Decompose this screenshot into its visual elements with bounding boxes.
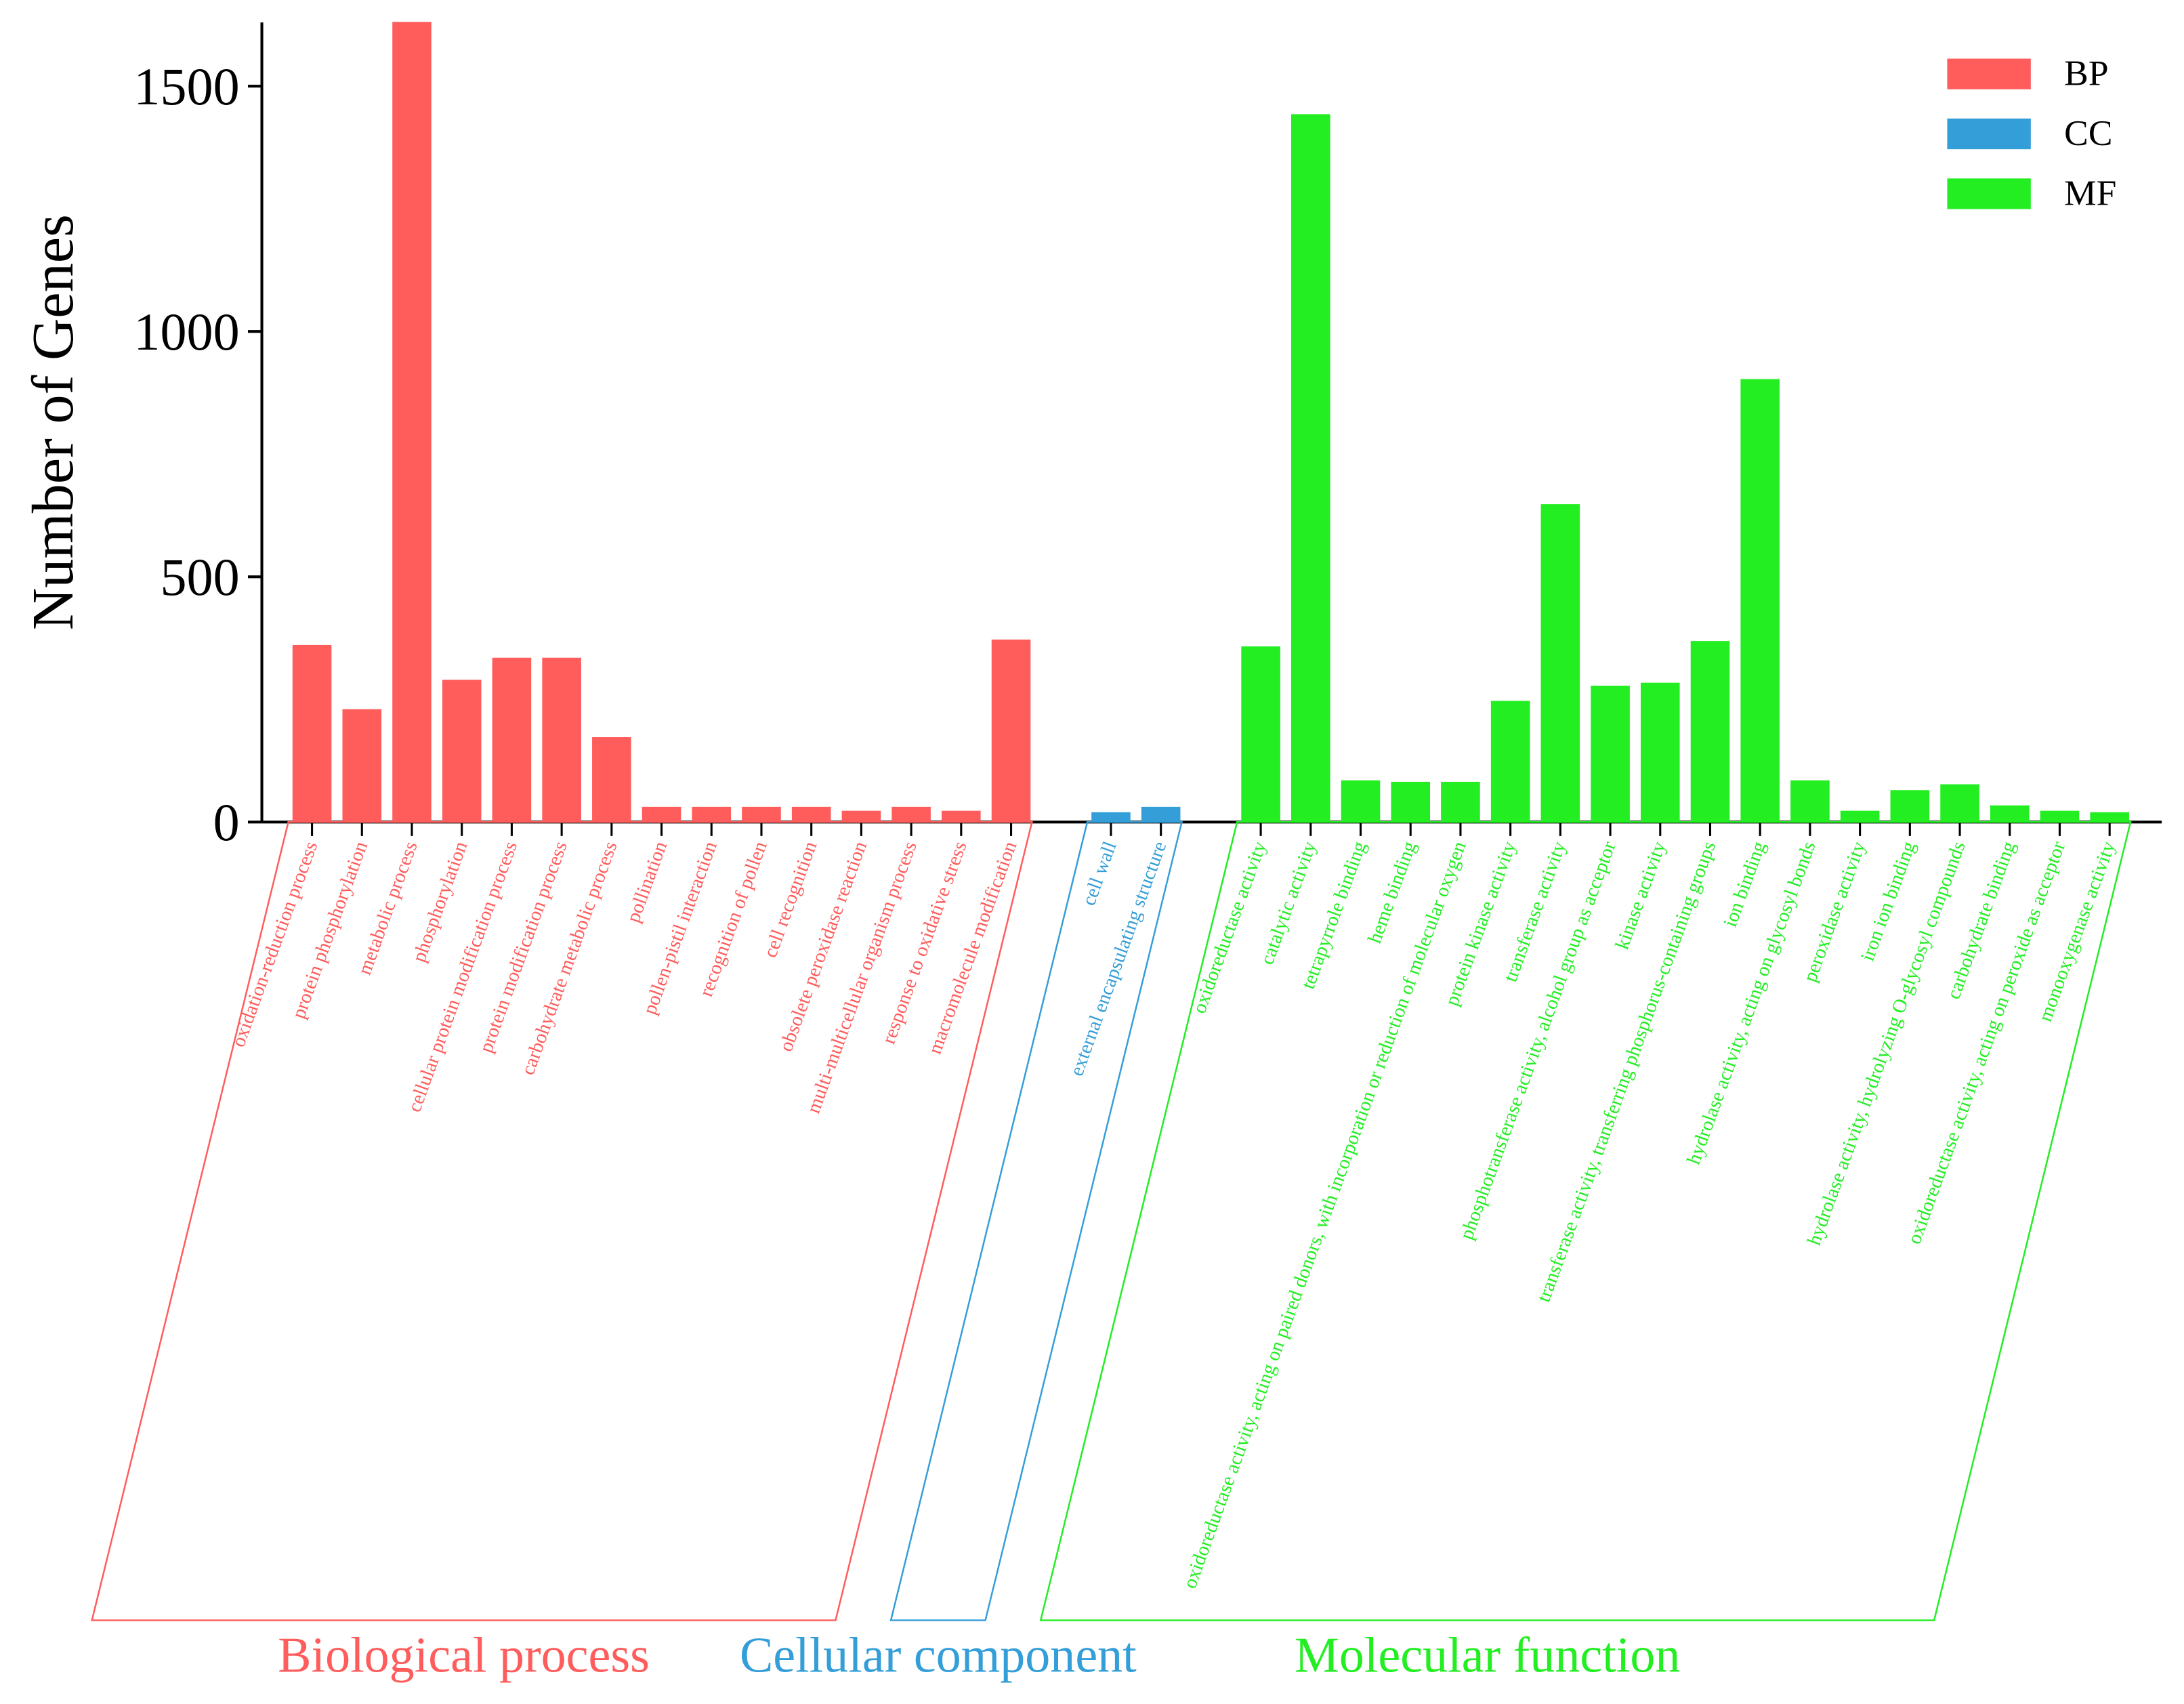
x-tick-label: kinase activity [1611, 838, 1670, 952]
bar [942, 810, 981, 823]
bar [1241, 646, 1280, 823]
group-box [889, 821, 1183, 1621]
y-tick-label: 1500 [133, 57, 239, 116]
bar [1391, 781, 1431, 823]
bar [592, 737, 631, 823]
x-tick-label: cell recognition [759, 839, 822, 961]
bar [1690, 641, 1730, 823]
bar [1940, 784, 1979, 823]
x-tick-label: oxidoreductase activity [1188, 838, 1271, 1016]
bar [1790, 780, 1830, 823]
bar [1540, 504, 1580, 823]
bar [492, 657, 532, 823]
bar [1840, 810, 1880, 823]
bar [442, 680, 482, 823]
bar [991, 639, 1031, 823]
x-tick-label: pollination [623, 839, 672, 926]
bar [1490, 701, 1530, 823]
bar [392, 22, 432, 823]
bar [1341, 780, 1381, 823]
group-label: Biological process [278, 1628, 650, 1684]
bar [1441, 781, 1480, 823]
bar [1990, 805, 2030, 823]
x-tick-label: external encapsulating structure [1066, 839, 1171, 1079]
x-tick-label: cell wall [1078, 839, 1121, 909]
legend-label: BP [2064, 53, 2108, 93]
legend-swatch [1947, 118, 2031, 150]
group-label: Cellular component [740, 1628, 1137, 1684]
bar [1141, 806, 1181, 823]
x-tick-label: heme binding [1364, 839, 1421, 947]
bar [1291, 114, 1330, 823]
bar [1591, 686, 1630, 823]
bar [891, 806, 931, 823]
bar [342, 709, 382, 823]
y-axis-label: Number of Genes [20, 214, 85, 630]
bar [692, 806, 732, 823]
legend-label: MF [2064, 172, 2116, 213]
bar [791, 806, 831, 823]
bar [1091, 812, 1131, 823]
bar [841, 810, 881, 823]
group-box [1039, 821, 2132, 1621]
bar [542, 657, 581, 823]
group-box [91, 821, 1033, 1621]
x-tick-label: ion binding [1719, 839, 1770, 930]
bar [292, 644, 332, 823]
legend-label: CC [2064, 112, 2112, 153]
bar [742, 806, 781, 823]
y-tick-label: 1000 [133, 302, 239, 361]
group-label: Molecular function [1295, 1628, 1680, 1684]
bar [2090, 812, 2129, 823]
legend-swatch [1947, 58, 2031, 89]
bar [1740, 379, 1780, 823]
bar [1890, 790, 1930, 823]
legend-swatch [1947, 178, 2031, 209]
bar [642, 806, 681, 823]
y-tick-label: 0 [213, 793, 240, 852]
y-tick-label: 500 [160, 547, 239, 606]
bar [1641, 682, 1680, 823]
x-tick-label: carbohydrate metabolic process [517, 839, 622, 1078]
bar [2040, 810, 2080, 823]
